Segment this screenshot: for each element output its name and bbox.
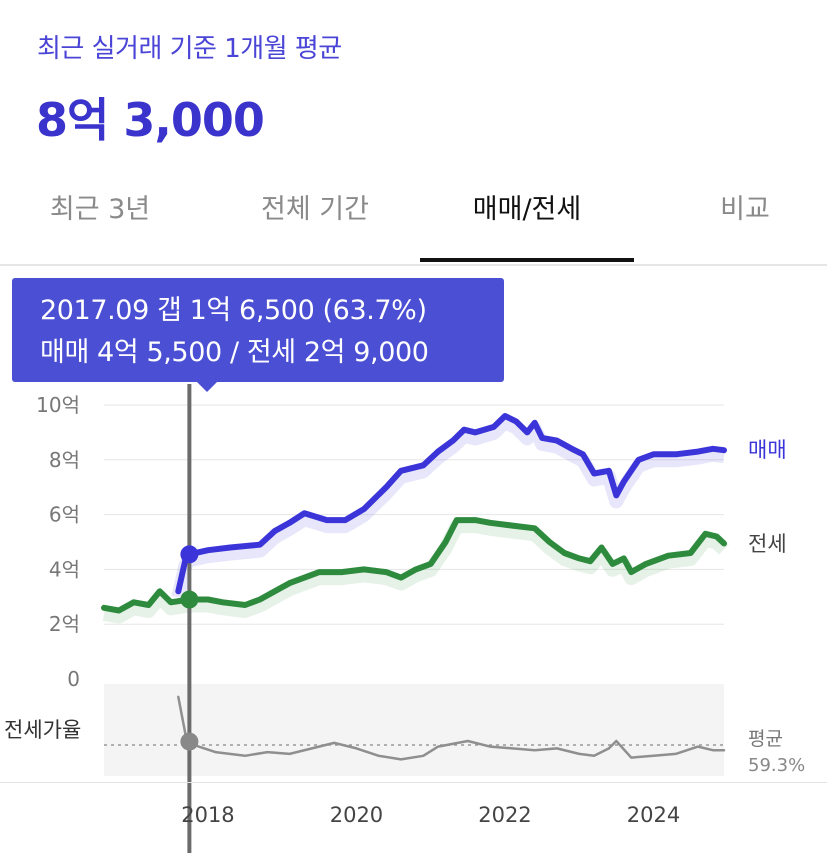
x-tick-label: 2018 xyxy=(181,803,234,827)
series-line xyxy=(177,695,726,761)
cursor-point xyxy=(180,732,199,751)
series-line xyxy=(175,413,727,595)
jeonse-series-label: 전세 xyxy=(748,532,787,556)
tab-recent-3-years[interactable]: 최근 3년 xyxy=(49,194,151,225)
tab-bar: 최근 3년 전체 기간 매매/전세 비교 xyxy=(0,176,827,266)
average-price: 8억 3,000 xyxy=(36,93,265,147)
tab-sale-jeonse[interactable]: 매매/전세 xyxy=(420,176,634,262)
hover-tooltip: 2017.09 갭 1억 6,500 (63.7%) 매매 4억 5,500 /… xyxy=(12,278,504,382)
tooltip-gap-text: 2017.09 갭 1억 6,500 (63.7%) xyxy=(40,295,427,326)
series-line xyxy=(101,517,727,614)
axis-divider xyxy=(0,782,827,783)
ratio-panel-background xyxy=(104,684,724,776)
ratio-avg-value: 59.3% xyxy=(748,755,805,776)
x-tick-label: 2022 xyxy=(478,803,531,827)
y-tick-label: 8억 xyxy=(49,448,80,472)
y-tick-label: 6억 xyxy=(49,503,80,527)
y-tick-label: 10억 xyxy=(36,393,80,417)
ratio-avg-label: 평균 xyxy=(748,728,783,750)
tooltip-price-text: 매매 4억 5,500 / 전세 2억 9,000 xyxy=(40,337,429,368)
sale-series-label: 매매 xyxy=(748,438,787,462)
y-tick-label: 2억 xyxy=(49,612,80,636)
cursor-point xyxy=(180,545,199,564)
cursor-point xyxy=(180,590,199,609)
y-tick-label: 0 xyxy=(67,667,80,691)
price-basis-subtitle: 최근 실거래 기준 1개월 평균 xyxy=(37,34,342,64)
x-tick-label: 2020 xyxy=(330,803,383,827)
y-tick-label: 4억 xyxy=(49,557,80,581)
tab-all-period[interactable]: 전체 기간 xyxy=(261,194,369,225)
ratio-label: 전세가율 xyxy=(4,718,81,742)
tab-compare[interactable]: 비교 xyxy=(720,194,770,225)
x-tick-label: 2024 xyxy=(627,803,680,827)
tooltip-pointer xyxy=(197,382,217,392)
